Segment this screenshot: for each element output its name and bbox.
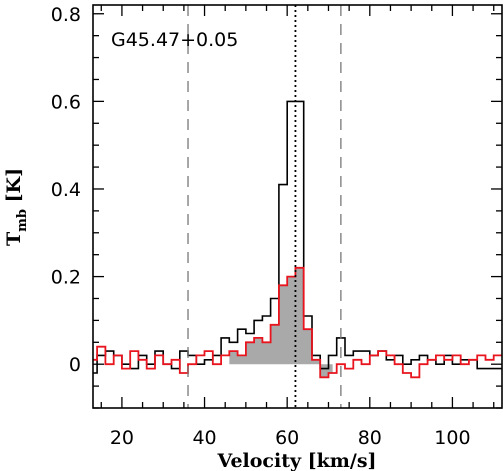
spectrum-series-2: [93, 266, 502, 379]
plot-frame: [92, 4, 503, 409]
y-tick-label: 0.6: [51, 91, 81, 113]
y-tick-label: 0.4: [51, 179, 81, 201]
y-axis-title: Tmb [K]: [3, 168, 30, 246]
integrated-area: [229, 267, 333, 378]
x-tick-label: 100: [434, 427, 470, 449]
y-axis-title-sub: mb: [15, 209, 30, 232]
y-tick-label: 0.2: [51, 267, 81, 289]
y-axis-title-main: T: [3, 232, 25, 246]
y-tick-label: 0: [69, 354, 81, 376]
x-axis-title: Velocity [km/s]: [216, 450, 376, 471]
y-tick-label: 0.8: [51, 4, 81, 26]
source-annotation: G45.47+0.05: [111, 29, 238, 51]
y-axis-title-unit: [K]: [3, 168, 25, 209]
x-tick-label: 80: [358, 427, 382, 449]
x-tick-label: 40: [192, 427, 216, 449]
x-tick-label: 20: [110, 427, 134, 449]
x-tick-label: 60: [275, 427, 299, 449]
